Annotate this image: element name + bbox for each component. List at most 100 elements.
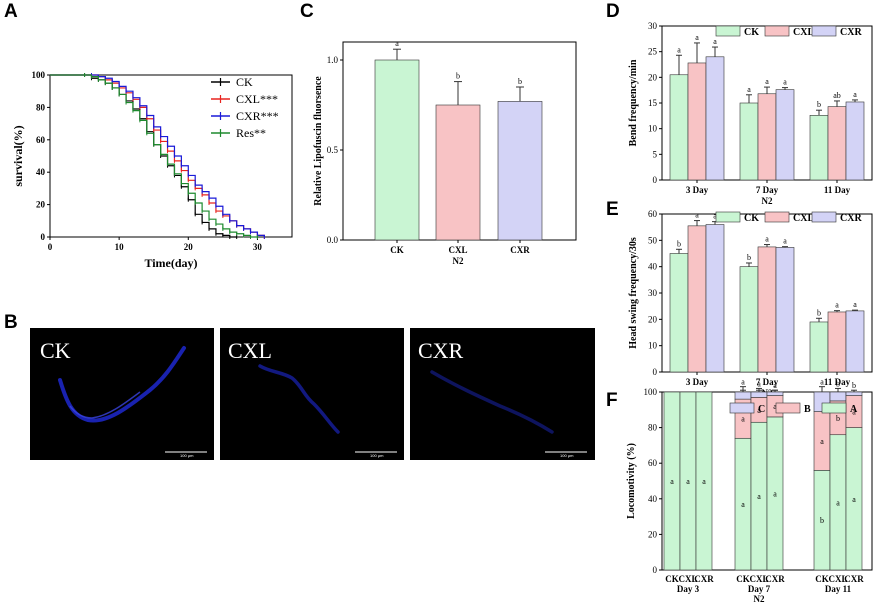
sig-letter-E: b xyxy=(677,239,681,248)
lipofuscin-chart: 0.0 0.5 1.0 a CK b CXL b CXR N2 Relative Lipofusci… xyxy=(313,39,577,266)
y-tick-label-D: 25 xyxy=(648,47,658,57)
sig-letter-c: b xyxy=(518,77,522,86)
sig-letter-f: a xyxy=(773,381,777,390)
plot-frame-a xyxy=(49,74,293,238)
sig-letter-f: a xyxy=(757,379,761,388)
panel-label-b: B xyxy=(4,312,18,333)
bar-D xyxy=(827,106,847,181)
stack-seg-f xyxy=(766,391,784,396)
sig-letter-f: b xyxy=(836,414,840,423)
legend-swatch-f-1 xyxy=(775,402,801,414)
legend-swatch-D-2 xyxy=(811,25,837,37)
y-tick-label-D: 10 xyxy=(648,124,658,134)
bar-E xyxy=(705,224,725,373)
survival-chart: 0 20 40 60 80 100 0 10 20 30 Time(day) survival(%) C… xyxy=(11,70,293,270)
bar-E xyxy=(739,266,759,373)
sig-letter-f: a xyxy=(702,477,706,486)
sig-letter-D: a xyxy=(695,33,699,42)
bar-E xyxy=(757,246,777,373)
bar-D xyxy=(757,93,777,181)
panel-label-c: C xyxy=(300,1,314,22)
sig-letter-E: a xyxy=(835,301,839,310)
sig-letter-D: a xyxy=(677,45,681,54)
panel-label-f: F xyxy=(606,390,618,411)
x-tick-label-a: 10 xyxy=(115,242,125,252)
worm-cxr xyxy=(430,370,554,434)
y-tick-label-c: 0.5 xyxy=(327,145,339,155)
sig-letter-D: a xyxy=(747,85,751,94)
sig-letter-D: a xyxy=(783,78,787,87)
sig-letter-E: b xyxy=(747,253,751,262)
y-tick-label-E: 20 xyxy=(648,314,658,324)
y-tick-label-E: 50 xyxy=(648,235,658,245)
x-tick-label-E: 11 Day xyxy=(824,377,851,387)
x-tick-label-a: 20 xyxy=(184,242,194,252)
panel-label-d: D xyxy=(606,1,620,22)
group-label-f: Day 7 xyxy=(748,584,771,594)
sig-letter-f: a xyxy=(757,406,761,415)
sig-letter-f: b xyxy=(836,379,840,388)
sig-letter-f: a xyxy=(741,500,745,509)
survival-line-1 xyxy=(50,74,265,237)
micrograph-cxl xyxy=(220,328,404,460)
y-tick-label-D: 5 xyxy=(653,149,658,159)
bar-D xyxy=(775,89,795,181)
legend-swatch-D-1 xyxy=(764,25,790,37)
y-tick-label-a: 40 xyxy=(36,167,46,177)
sig-letter-D: a xyxy=(713,37,717,46)
y-tick-label-f: 40 xyxy=(648,494,658,504)
legend-swatch-E-2 xyxy=(811,211,837,223)
y-tick-label-D: 15 xyxy=(648,98,658,108)
bend-frequency-chart: 0 5 10 15 20 25 30 3 Day a a a 7 Day a a a 11 Day b ab a N2… xyxy=(628,21,873,206)
sig-letter-f: a xyxy=(773,489,777,498)
bar-E xyxy=(669,253,689,373)
y-tick-label-f: 100 xyxy=(644,387,658,397)
x-tick-label-f: CXR xyxy=(844,574,864,584)
bar-D xyxy=(687,62,707,181)
bar-E xyxy=(809,321,829,373)
bar-E xyxy=(775,247,795,373)
sig-letter-c: a xyxy=(395,39,399,48)
y-tick-label-E: 60 xyxy=(648,209,658,219)
y-tick-label-E: 0 xyxy=(653,367,658,377)
scale-text-ck: 100 μm xyxy=(180,453,194,458)
legend-label-f-1: B xyxy=(804,404,811,415)
x-tick-label-a: 30 xyxy=(253,242,263,252)
sig-letter-D: b xyxy=(817,100,821,109)
y-tick-label-f: 60 xyxy=(648,458,658,468)
y-tick-label-f: 0 xyxy=(653,565,658,575)
sig-letter-E: a xyxy=(783,237,787,246)
sig-letter-f: a xyxy=(852,408,856,417)
y-tick-label-a: 60 xyxy=(36,135,46,145)
y-tick-label-f: 20 xyxy=(648,529,658,539)
locomotivity-chart: 0 20 40 60 80 100 a CK a CXL a CXR a a a CK a a a CXL a a a CXR… xyxy=(626,378,873,604)
bar-D xyxy=(739,102,759,181)
micrograph-label-cxr: CXR xyxy=(418,338,464,363)
legend-label-f-0: C xyxy=(758,404,765,415)
scale-text-cxl: 100 μm xyxy=(370,453,384,458)
sig-letter-f: a xyxy=(686,477,690,486)
x-tick-label-f: CK xyxy=(815,574,829,584)
legend-swatch-f-0 xyxy=(729,402,755,414)
legend-label-D-1: CXL xyxy=(793,27,814,38)
y-tick-label-c: 1.0 xyxy=(327,55,339,65)
bar-c xyxy=(497,101,543,241)
micrograph-panel: CK CXL CXR 100 μm 100 μm 100 μm xyxy=(30,328,595,460)
legend-swatch-E-1 xyxy=(764,211,790,223)
x-tick-label-f: CXR xyxy=(694,574,714,584)
bar-D xyxy=(845,101,865,181)
y-tick-label-f: 80 xyxy=(648,423,658,433)
sig-letter-f: a xyxy=(741,415,745,424)
bar-D xyxy=(809,115,829,181)
x-tick-label-D: 11 Day xyxy=(824,185,851,195)
x-axis-label-a: Time(day) xyxy=(144,256,197,270)
x-tick-label-c: CXR xyxy=(510,245,530,255)
stack-seg-f xyxy=(829,391,847,402)
y-tick-label-D: 20 xyxy=(648,72,658,82)
micrograph-cxr xyxy=(410,328,595,460)
y-axis-label-D: Bend frequency/min xyxy=(628,59,639,146)
y-tick-label-E: 40 xyxy=(648,262,658,272)
sig-letter-f: a xyxy=(741,378,745,387)
y-axis-label-a: survival(%) xyxy=(11,125,25,186)
